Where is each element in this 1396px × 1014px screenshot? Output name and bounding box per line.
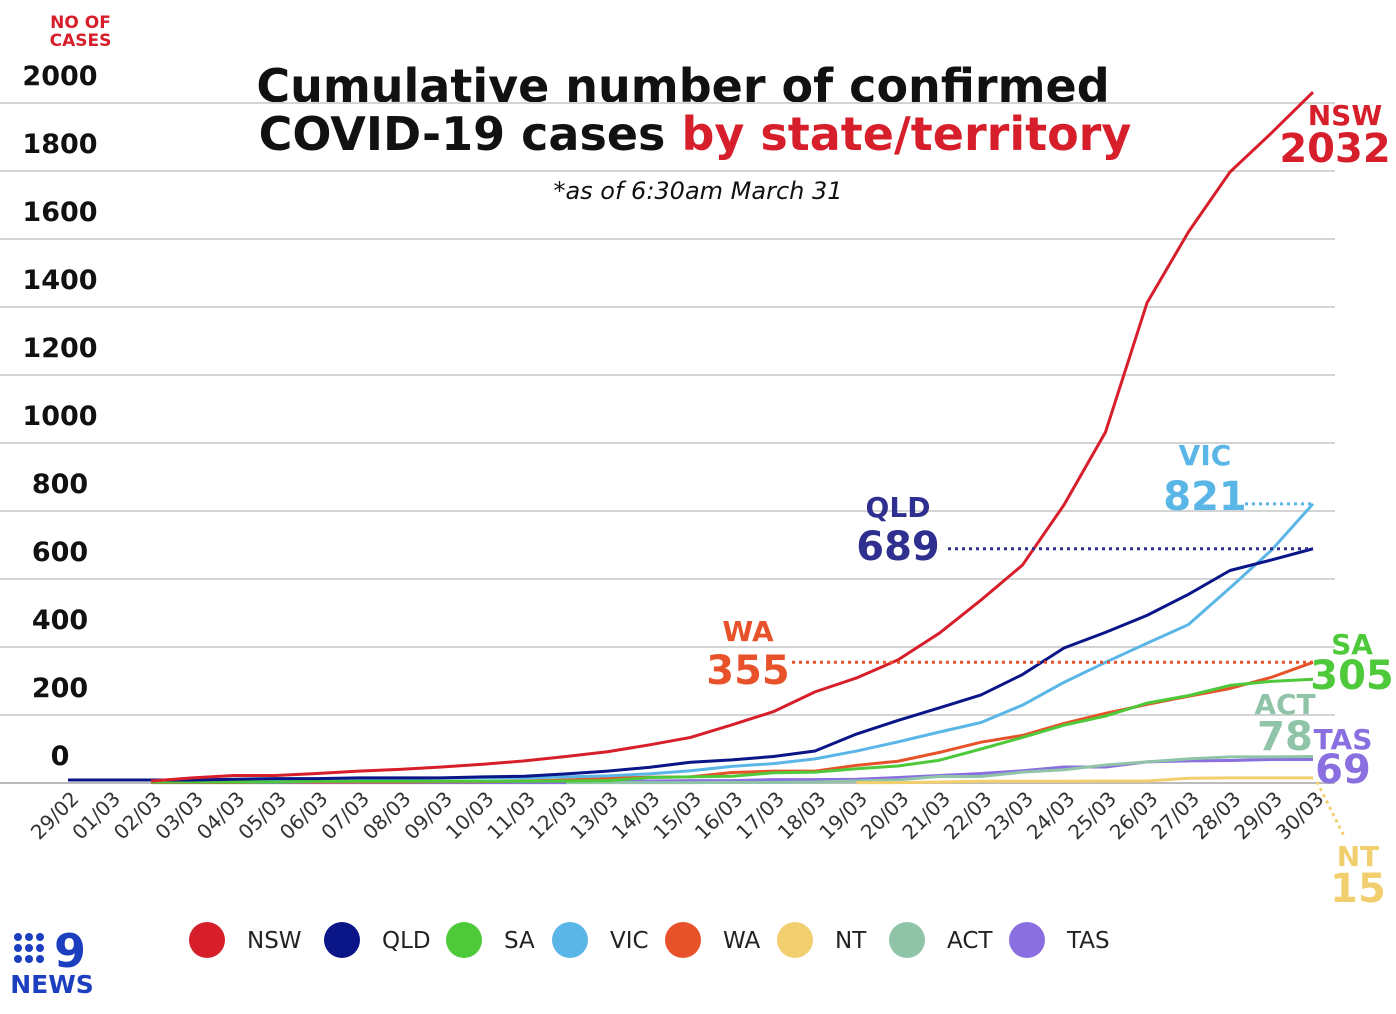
y-tick-label: 1000 — [22, 401, 97, 432]
y-tick-label: 1800 — [22, 129, 97, 160]
series-end-value: 2032 — [1279, 126, 1390, 172]
series-end-name: SA — [1331, 628, 1373, 661]
series-end-name: TAS — [1314, 723, 1373, 756]
legend-label: QLD — [382, 928, 431, 954]
series-line — [150, 91, 1315, 783]
logo-text: NEWS — [10, 970, 94, 999]
title-highlight: by state/territory — [681, 107, 1131, 161]
series-end-value: 15 — [1330, 866, 1386, 912]
title-line: COVID-19 cases — [259, 107, 666, 161]
legend-label: NT — [835, 928, 867, 954]
series-end-value: 305 — [1310, 653, 1394, 699]
logo: 9 NEWS — [10, 924, 94, 999]
legend-label: WA — [723, 928, 760, 954]
y-tick-label: 2000 — [22, 61, 97, 92]
chart-title: Cumulative number of confirmed — [256, 59, 1109, 113]
legend-swatch — [889, 922, 925, 958]
series-end-name: ACT — [1254, 688, 1315, 721]
y-tick-label: 800 — [32, 469, 88, 500]
y-tick-label: 1200 — [22, 333, 97, 364]
series-line — [856, 776, 1313, 785]
y-tick-label: 1600 — [22, 197, 97, 228]
chart-subtitle: *as of 6:30am March 31 — [553, 177, 842, 205]
legend-label: ACT — [947, 928, 993, 954]
series-end-value: 821 — [1163, 474, 1247, 520]
legend-swatch — [665, 922, 701, 958]
title-line: Cumulative number of confirmed — [256, 59, 1109, 113]
y-tick-label: 1400 — [22, 265, 97, 296]
series-line — [68, 547, 1314, 782]
legend-swatch — [1009, 922, 1045, 958]
y-tick-label: 0 — [51, 741, 70, 772]
logo-dots — [14, 933, 44, 963]
series-line — [151, 677, 1314, 784]
legend-label: VIC — [610, 928, 649, 954]
legend-swatch — [189, 922, 225, 958]
series-end-value: 78 — [1257, 714, 1313, 760]
series-end-value: 69 — [1315, 747, 1371, 793]
legend-label: TAS — [1066, 928, 1110, 954]
series-end-name: NT — [1337, 840, 1380, 873]
series-end-name: VIC — [1179, 439, 1232, 472]
y-tick-label: 400 — [32, 605, 88, 636]
y-tick-label: 600 — [32, 537, 88, 568]
legend-swatch — [552, 922, 588, 958]
series-line — [566, 754, 1314, 785]
series-end-name: WA — [722, 615, 774, 648]
legend-swatch — [446, 922, 482, 958]
series-end-value: 689 — [856, 524, 940, 570]
y-axis-label: NO OF CASES — [49, 13, 112, 51]
y-tick-label: 200 — [32, 673, 88, 704]
series-end-name: NSW — [1308, 99, 1383, 132]
legend-label: SA — [504, 928, 535, 954]
legend-label: NSW — [247, 928, 302, 954]
x-tick-label: 30/03 — [1271, 787, 1329, 845]
series-end-name: QLD — [866, 491, 931, 524]
legend-swatch — [777, 922, 813, 958]
chart-title: COVID-19 cases by state/territory — [259, 107, 1132, 161]
legend-swatch — [324, 922, 360, 958]
logo-mark: 9 — [54, 924, 86, 978]
series-end-value: 355 — [706, 648, 790, 694]
